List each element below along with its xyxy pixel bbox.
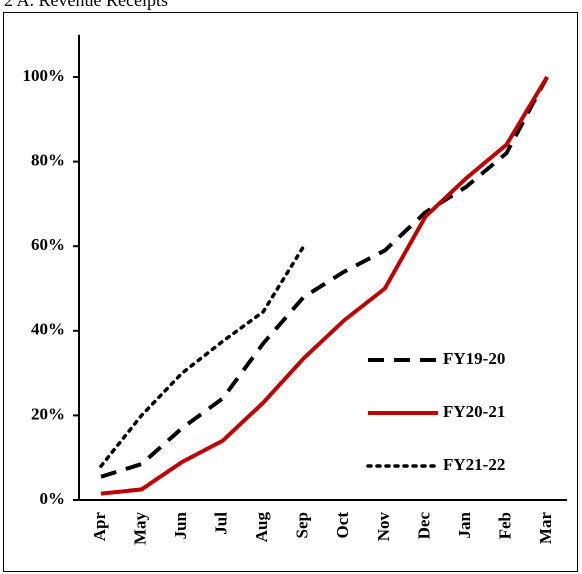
- x-tick-label: Jul: [212, 512, 231, 535]
- x-tick-label: Sep: [293, 512, 312, 538]
- series-line: [100, 75, 549, 496]
- y-tick-label: 60%: [31, 235, 65, 254]
- y-tick-label: 80%: [31, 151, 65, 170]
- legend-label: FY21-22: [443, 455, 505, 474]
- y-tick-label: 40%: [31, 320, 65, 339]
- x-tick-label: Feb: [495, 512, 514, 539]
- series-line: [99, 244, 306, 468]
- x-tick-label: Apr: [90, 512, 109, 542]
- x-tick-label: Dec: [414, 512, 433, 540]
- x-tick-label: Oct: [333, 512, 352, 539]
- x-tick-label: Jan: [455, 511, 474, 538]
- chart-title: 2 A. Revenue Receipts: [4, 0, 168, 10]
- y-tick-label: 0%: [40, 489, 66, 508]
- legend-label: FY19-20: [443, 349, 505, 368]
- x-tick-label: Mar: [536, 512, 555, 545]
- x-tick-label: May: [130, 512, 149, 546]
- x-tick-label: Aug: [252, 512, 271, 543]
- x-tick-label: Jun: [171, 511, 190, 539]
- chart-border: [3, 12, 578, 572]
- y-tick-label: 100%: [23, 66, 66, 85]
- series-line: [100, 76, 549, 479]
- x-tick-label: Nov: [374, 512, 393, 542]
- y-tick-label: 20%: [31, 404, 65, 423]
- legend-label: FY20-21: [443, 402, 505, 421]
